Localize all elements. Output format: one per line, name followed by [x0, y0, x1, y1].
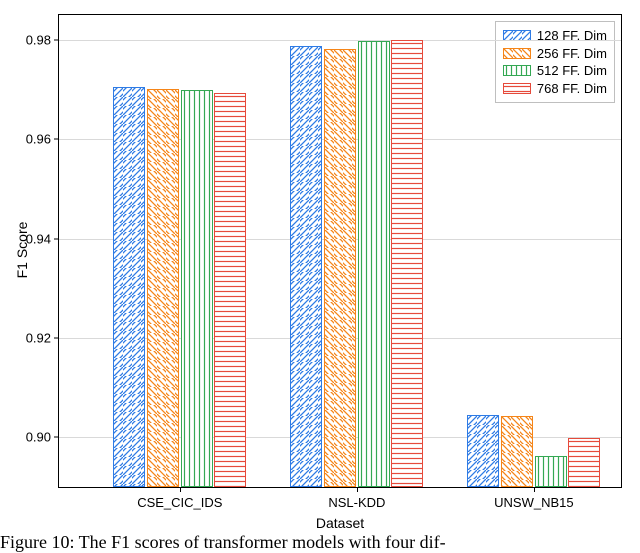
legend-item: 768 FF. Dim [503, 80, 607, 98]
y-tick-mark [54, 238, 59, 239]
bar-768-ff.-dim [391, 40, 423, 487]
y-tick-mark [54, 139, 59, 140]
y-tick-label: 0.98 [26, 32, 51, 47]
bar-128-ff.-dim [467, 415, 499, 487]
y-tick-mark [54, 39, 59, 40]
bar-768-ff.-dim [214, 93, 246, 487]
chart-legend: 128 FF. Dim256 FF. Dim512 FF. Dim768 FF.… [495, 21, 615, 103]
legend-label: 512 FF. Dim [537, 62, 607, 80]
x-tick-mark [534, 487, 535, 492]
legend-swatch [503, 48, 531, 59]
bar-128-ff.-dim [290, 46, 322, 487]
plot-area: Dataset 128 FF. Dim256 FF. Dim512 FF. Di… [58, 14, 622, 488]
legend-label: 256 FF. Dim [537, 45, 607, 63]
y-tick-mark [54, 337, 59, 338]
y-tick-label: 0.96 [26, 132, 51, 147]
legend-item: 128 FF. Dim [503, 27, 607, 45]
x-tick-label: NSL-KDD [328, 495, 385, 510]
legend-item: 512 FF. Dim [503, 62, 607, 80]
y-gridline [59, 40, 621, 41]
bar-512-ff.-dim [181, 90, 213, 487]
x-tick-mark [180, 487, 181, 492]
y-axis-label: F1 Score [14, 222, 30, 279]
legend-label: 768 FF. Dim [537, 80, 607, 98]
bar-768-ff.-dim [568, 438, 600, 487]
bar-256-ff.-dim [147, 89, 179, 487]
y-tick-label: 0.90 [26, 430, 51, 445]
legend-swatch [503, 83, 531, 94]
y-tick-label: 0.92 [26, 330, 51, 345]
x-tick-label: UNSW_NB15 [494, 495, 573, 510]
legend-item: 256 FF. Dim [503, 45, 607, 63]
chart-container: Dataset 128 FF. Dim256 FF. Dim512 FF. Di… [0, 0, 640, 544]
legend-label: 128 FF. Dim [537, 27, 607, 45]
x-tick-mark [357, 487, 358, 492]
y-tick-mark [54, 437, 59, 438]
bar-512-ff.-dim [535, 456, 567, 487]
x-tick-label: CSE_CIC_IDS [137, 495, 222, 510]
bar-128-ff.-dim [113, 87, 145, 487]
legend-swatch [503, 65, 531, 76]
bar-512-ff.-dim [358, 41, 390, 487]
bar-256-ff.-dim [501, 416, 533, 487]
x-axis-label: Dataset [316, 515, 364, 531]
bar-256-ff.-dim [324, 49, 356, 487]
figure-caption: Figure 10: The F1 scores of transformer … [0, 532, 640, 553]
